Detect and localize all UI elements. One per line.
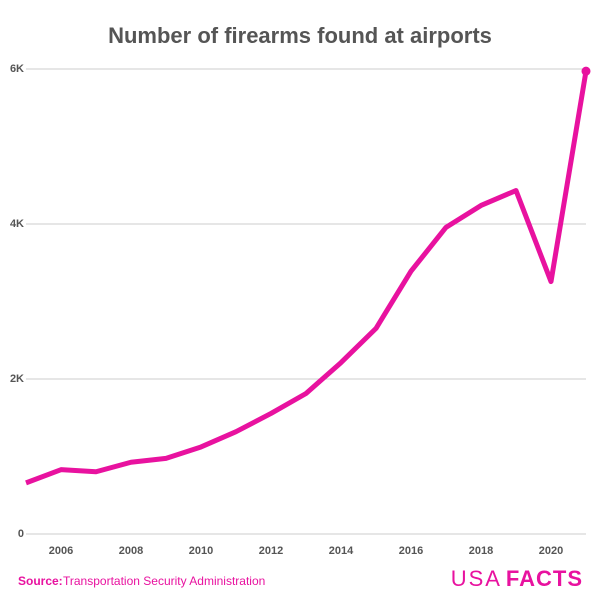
logo-facts: FACTS [506,566,583,591]
x-tick-label: 2008 [119,545,143,557]
y-tick-label: 0 [18,528,24,540]
x-tick-label: 2012 [259,545,283,557]
x-tick-label: 2016 [399,545,423,557]
x-tick-label: 2018 [469,545,493,557]
y-tick-label: 4K [10,218,24,230]
end-point [581,66,591,76]
x-tick-label: 2020 [539,545,563,557]
y-tick-label: 2K [10,373,24,385]
y-tick-label: 6K [10,63,24,75]
source-label: Source: [18,574,63,588]
x-tick-label: 2006 [49,545,73,557]
x-tick-label: 2010 [189,545,213,557]
line [25,70,589,486]
x-tick-label: 2014 [329,545,354,557]
chart-title: Number of firearms found at airports [108,23,492,48]
source: Transportation Security Administration [63,574,265,588]
logo-usa: USA [451,566,502,591]
